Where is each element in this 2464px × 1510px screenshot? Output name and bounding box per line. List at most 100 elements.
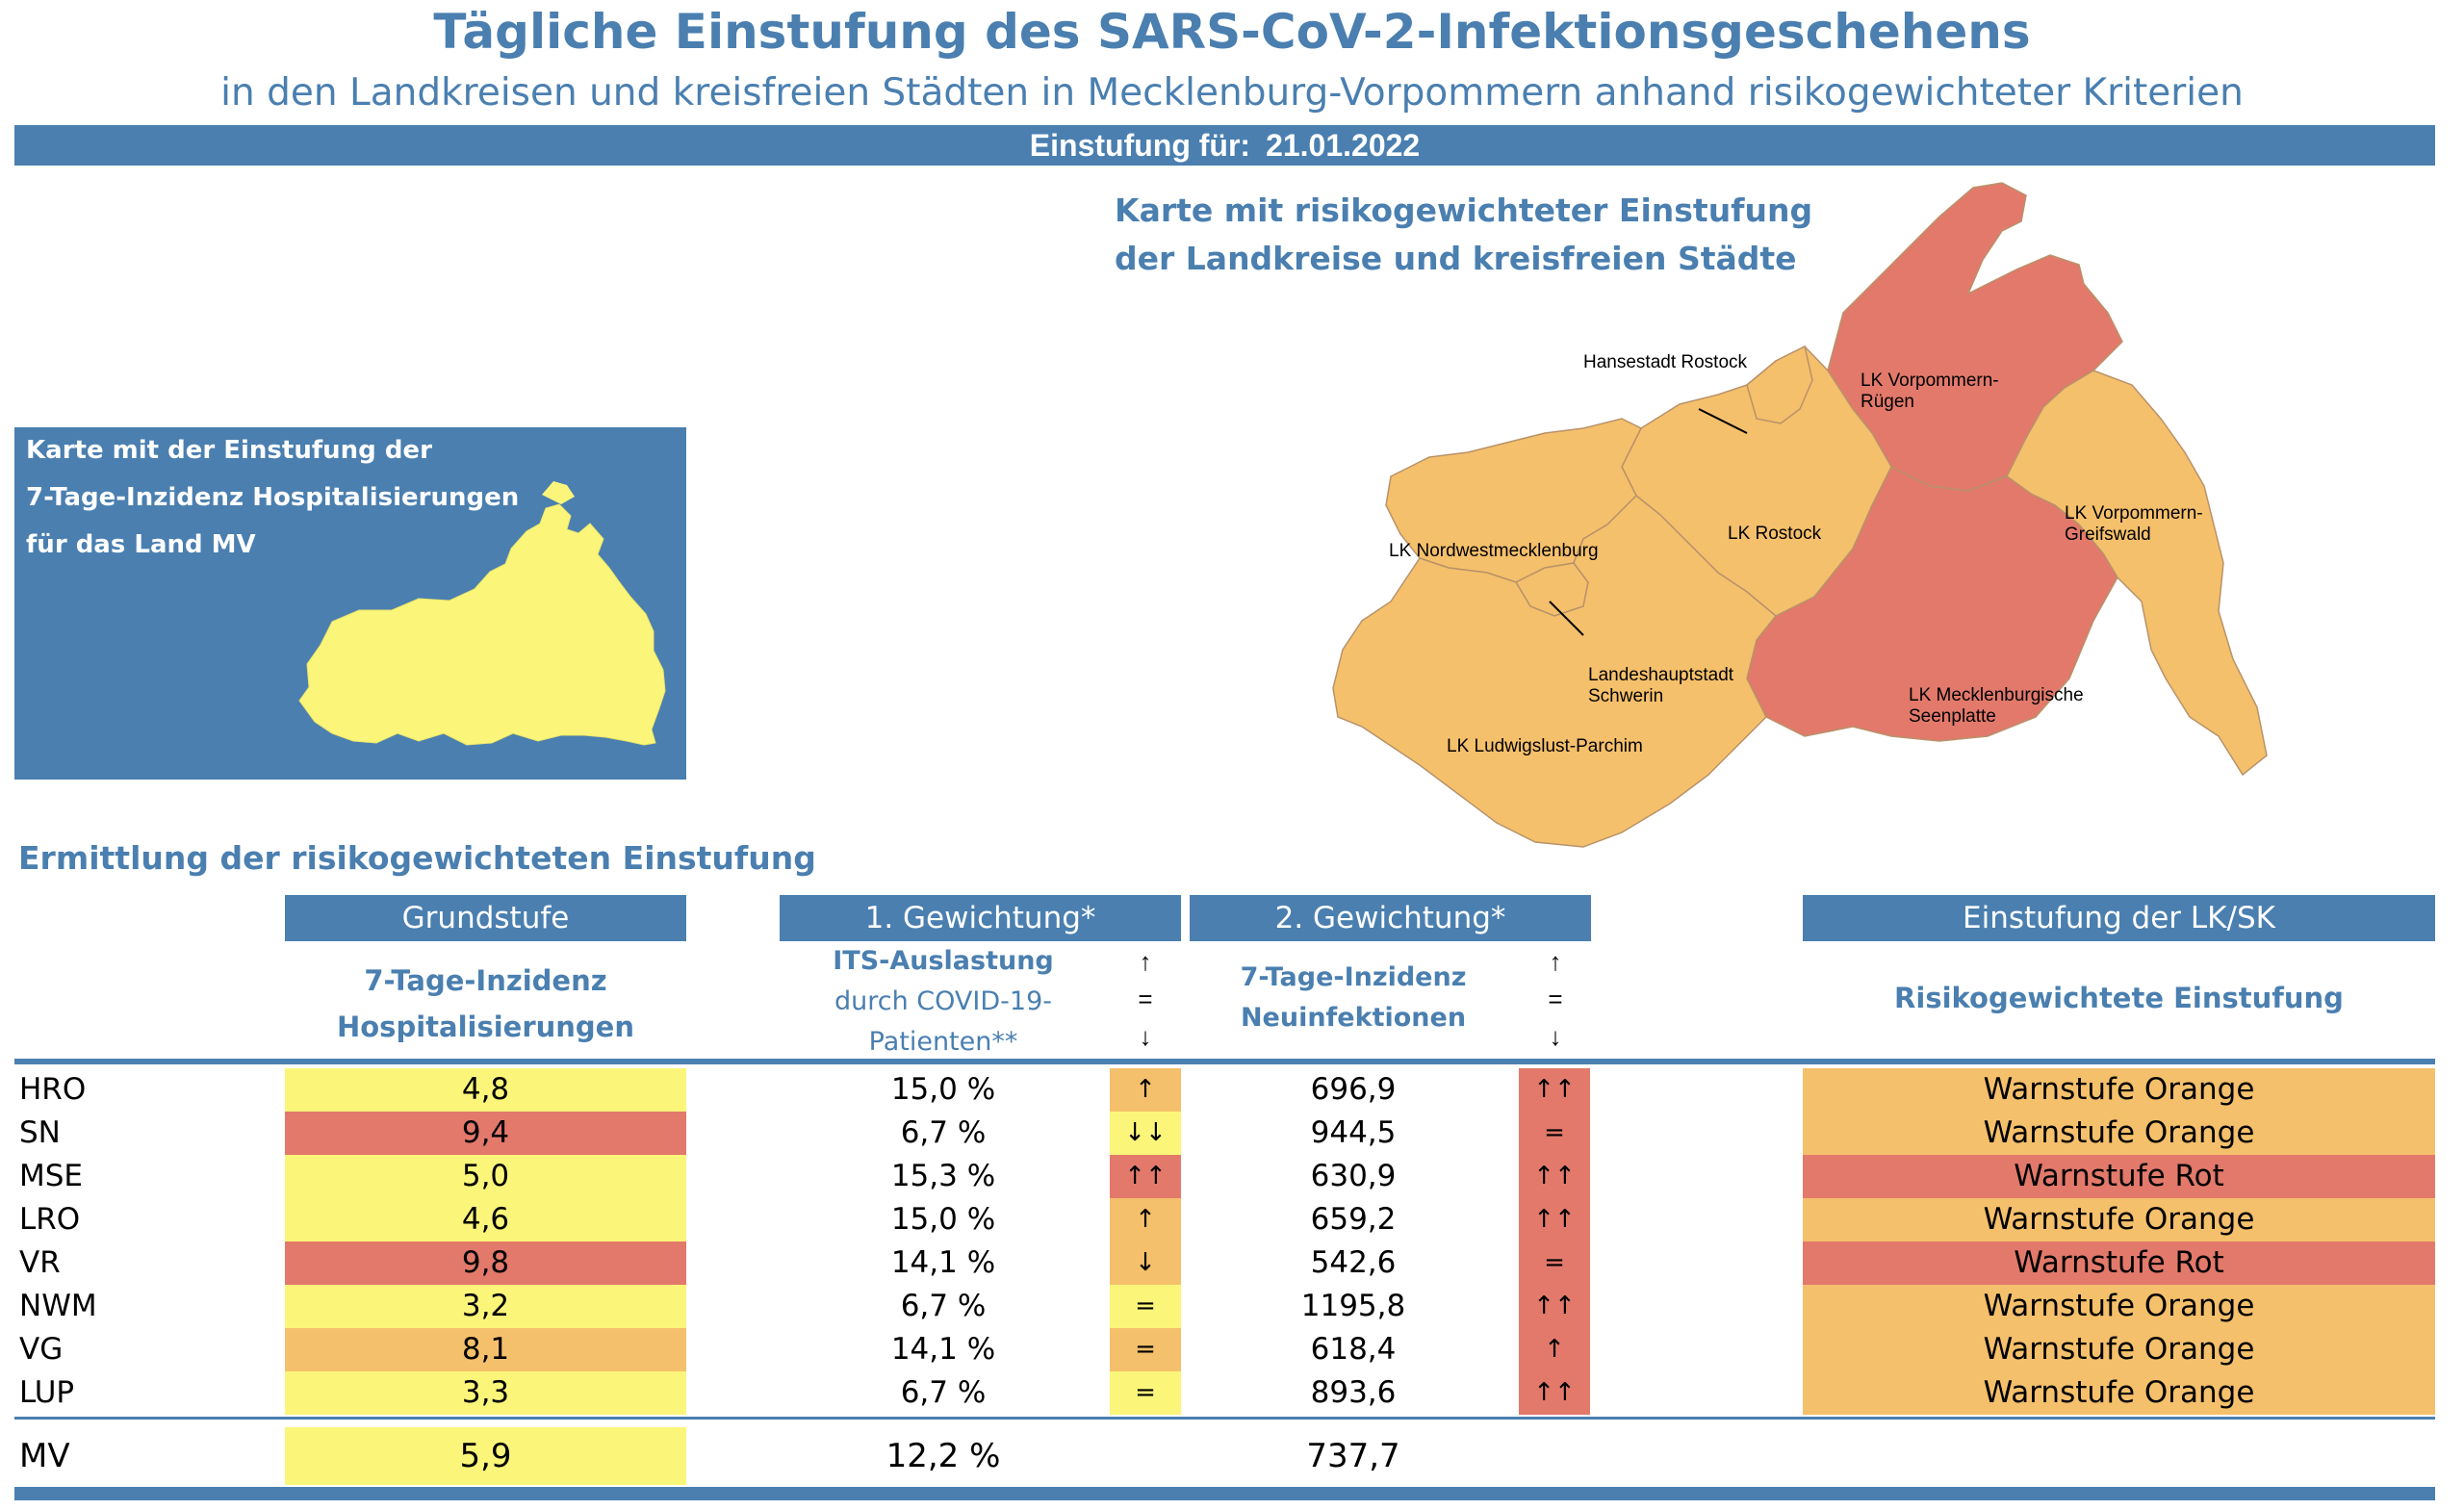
table-row: HRO 4,8 15,0 % ↑ 696,9 ↑↑ Warnstufe Oran…: [0, 1068, 2464, 1112]
table-row: NWM 3,2 6,7 % = 1195,8 ↑↑ Warnstufe Oran…: [0, 1285, 2464, 1328]
page-title: Tägliche Einstufung des SARS-CoV-2-Infek…: [433, 4, 2031, 60]
row-its: 14,1 %: [890, 1332, 996, 1367]
row-its: 6,7 %: [900, 1375, 987, 1410]
row-lk: VR: [19, 1245, 61, 1280]
label-lup: LK Ludwigslust-Parchim: [1447, 736, 1643, 756]
table-top-rule: [14, 1059, 2435, 1064]
row-hosp: 5,0: [285, 1155, 686, 1198]
table-row: SN 9,4 6,7 % ↓↓ 944,5 = Warnstufe Orange: [0, 1112, 2464, 1155]
row-its-trend: ↓: [1110, 1241, 1181, 1285]
subheader-its-line2: durch COVID-19-: [834, 986, 1052, 1016]
row-its: 15,0 %: [890, 1072, 996, 1107]
row-einstufung: Warnstufe Orange: [1803, 1112, 2435, 1155]
row-inz-trend: ↑↑: [1519, 1371, 1590, 1415]
total-hosp: 5,9: [285, 1427, 686, 1485]
row-its-trend: =: [1110, 1285, 1181, 1328]
table-total-row: MV 5,9 12,2 % 737,7: [0, 1427, 2464, 1485]
key-up: ↑: [1549, 947, 1562, 976]
key-eq: =: [1548, 985, 1563, 1013]
label-vr-2: Rügen: [1861, 392, 1914, 412]
row-inz-trend: ↑↑: [1519, 1285, 1590, 1328]
row-inz: 944,5: [1310, 1115, 1397, 1150]
hosp-box-text: Karte mit der Einstufung der 7-Tage-Inzi…: [26, 427, 519, 569]
subheader-its-line3: Patienten**: [868, 1027, 1018, 1057]
row-its-trend: =: [1110, 1371, 1181, 1415]
label-vg-2: Greifswald: [2065, 525, 2151, 545]
subheader-inz-line1: 7-Tage-Inzidenz: [1240, 962, 1467, 992]
row-einstufung: Warnstufe Orange: [1803, 1198, 2435, 1241]
total-inz: 737,7: [1306, 1437, 1400, 1475]
row-hosp: 4,6: [285, 1198, 686, 1241]
map-title: Karte mit risikogewichteter Einstufung d…: [1115, 187, 1812, 283]
row-its: 14,1 %: [890, 1245, 996, 1280]
region-lup: [1332, 494, 1778, 848]
row-its-trend: ↑↑: [1110, 1155, 1181, 1198]
row-its-trend: ↓↓: [1110, 1112, 1181, 1155]
row-inz: 659,2: [1310, 1202, 1397, 1237]
row-lk: NWM: [19, 1289, 97, 1323]
mv-state-shape: [298, 503, 666, 746]
row-hosp: 4,8: [285, 1068, 686, 1112]
label-nwm: LK Nordwestmecklenburg: [1389, 541, 1599, 561]
row-inz: 893,6: [1310, 1375, 1397, 1410]
header-gew2: 2. Gewichtung*: [1190, 895, 1591, 941]
row-lk: LUP: [19, 1375, 75, 1410]
row-its-trend: =: [1110, 1328, 1181, 1371]
section-title: Ermittlung der risikogewichteten Einstuf…: [18, 839, 816, 877]
header-grundstufe: Grundstufe: [285, 895, 686, 941]
row-its: 15,0 %: [890, 1202, 996, 1237]
header-gew1: 1. Gewichtung*: [780, 895, 1181, 941]
region-hro: [1746, 345, 1813, 424]
label-mse-2: Seenplatte: [1909, 706, 1996, 727]
date-label: Einstufung für:: [1029, 128, 1251, 163]
key-up: ↑: [1139, 947, 1152, 976]
mv-island-shape: [542, 481, 575, 504]
row-its-trend: ↑: [1110, 1198, 1181, 1241]
row-inz-trend: =: [1519, 1112, 1590, 1155]
table-bottom-rule: [14, 1487, 2435, 1500]
row-einstufung: Warnstufe Rot: [1803, 1155, 2435, 1198]
subheader-inz: 7-Tage-Inzidenz Neuinfektionen: [1190, 958, 1517, 1038]
row-inz-trend: ↑: [1519, 1328, 1590, 1371]
map-title-line2: der Landkreise und kreisfreien Städte: [1115, 240, 1797, 277]
header-einstufung: Einstufung der LK/SK: [1803, 895, 2435, 941]
row-inz: 1195,8: [1300, 1289, 1406, 1323]
subheader-inz-line2: Neuinfektionen: [1240, 1003, 1467, 1033]
hosp-map-box: Karte mit der Einstufung der 7-Tage-Inzi…: [14, 427, 686, 780]
total-lk: MV: [19, 1437, 70, 1475]
row-inz-trend: =: [1519, 1241, 1590, 1285]
trend-key-its: ↑ = ↓: [1126, 943, 1165, 1056]
row-inz: 630,9: [1310, 1159, 1397, 1193]
table-row: LUP 3,3 6,7 % = 893,6 ↑↑ Warnstufe Orang…: [0, 1371, 2464, 1415]
hosp-box-line3: für das Land MV: [26, 530, 256, 559]
subheader-grundstufe: 7-Tage-Inzidenz Hospitalisierungen: [285, 958, 686, 1050]
map-title-line1: Karte mit risikogewichteter Einstufung: [1115, 192, 1813, 229]
date-band: Einstufung für: 21.01.2022: [14, 125, 2435, 166]
label-mse-1: LK Mecklenburgische: [1909, 685, 2084, 705]
row-einstufung: Warnstufe Orange: [1803, 1068, 2435, 1112]
label-hro: Hansestadt Rostock: [1583, 352, 1748, 372]
table-row: MSE 5,0 15,3 % ↑↑ 630,9 ↑↑ Warnstufe Rot: [0, 1155, 2464, 1198]
mv-hosp-map: [298, 481, 666, 746]
row-hosp: 8,1: [285, 1328, 686, 1371]
row-inz-trend: ↑↑: [1519, 1198, 1590, 1241]
row-hosp: 9,8: [285, 1241, 686, 1285]
row-inz-trend: ↑↑: [1519, 1155, 1590, 1198]
key-down: ↓: [1549, 1022, 1562, 1051]
row-inz: 542,6: [1310, 1245, 1397, 1280]
row-lk: VG: [19, 1332, 64, 1367]
subheader-einstufung: Risikogewichtete Einstufung: [1894, 982, 2344, 1014]
table-row: LRO 4,6 15,0 % ↑ 659,2 ↑↑ Warnstufe Oran…: [0, 1198, 2464, 1241]
trend-key-inz: ↑ = ↓: [1536, 943, 1575, 1056]
label-vr-1: LK Vorpommern-: [1861, 371, 1999, 391]
date-value: 21.01.2022: [1266, 128, 1421, 163]
row-its: 6,7 %: [900, 1115, 987, 1150]
row-lk: MSE: [19, 1159, 84, 1193]
page-subtitle: in den Landkreisen und kreisfreien Städt…: [220, 71, 2244, 115]
region-risk-map: Hansestadt Rostock LK Vorpommern- Rügen …: [1332, 182, 2268, 848]
label-sn-2: Schwerin: [1588, 686, 1663, 706]
table-row: VR 9,8 14,1 % ↓ 542,6 = Warnstufe Rot: [0, 1241, 2464, 1285]
row-einstufung: Warnstufe Orange: [1803, 1285, 2435, 1328]
row-hosp: 9,4: [285, 1112, 686, 1155]
row-its-trend: ↑: [1110, 1068, 1181, 1112]
